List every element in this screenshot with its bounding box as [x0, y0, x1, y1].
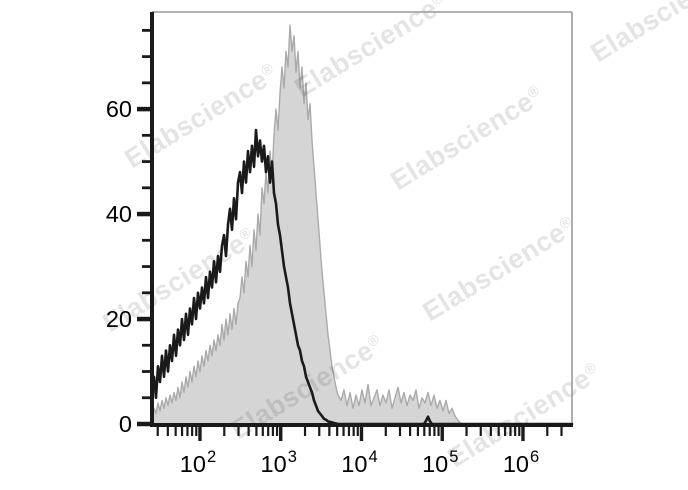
x-tick-label: 105 [422, 448, 458, 477]
x-axis: 102 103 104 105 106 [156, 427, 563, 477]
y-axis-line [150, 12, 154, 427]
y-tick-label: 20 [106, 306, 132, 332]
gray-filled-control-histogram-outline [151, 24, 572, 425]
x-axis-line [150, 423, 573, 427]
gray-filled-control-histogram-fill [152, 25, 572, 424]
y-axis: 0 20 40 60 [106, 28, 152, 437]
black-open-sample-histogram [150, 128, 574, 426]
y-tick-label: 40 [106, 201, 132, 227]
y-tick-label: 60 [106, 96, 132, 122]
y-tick-label: 0 [119, 411, 132, 437]
